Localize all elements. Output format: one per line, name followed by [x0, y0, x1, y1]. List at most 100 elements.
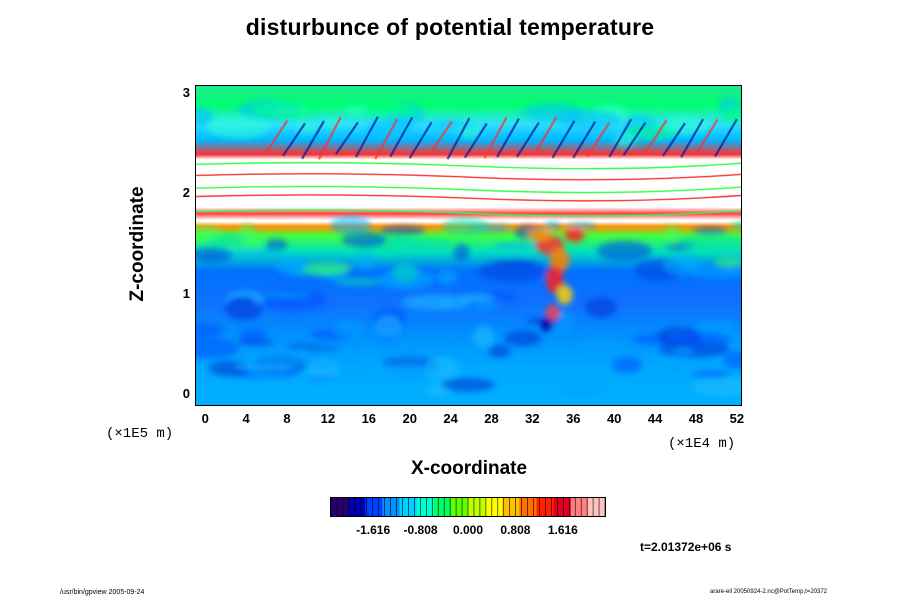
- field-blob: [424, 356, 460, 380]
- field-blob: [472, 325, 496, 348]
- wave-streak: [463, 122, 488, 159]
- field-blob: [390, 236, 452, 251]
- field-blob: [441, 217, 490, 237]
- colorbar-segment: [570, 498, 589, 516]
- field-blob: [379, 361, 440, 377]
- stratification-line: [196, 194, 741, 202]
- field-blob: [330, 215, 372, 235]
- wave-streak: [680, 118, 705, 158]
- footer-file: arare-ell 20050924-2.nc@PotTemp,t=20372: [710, 589, 827, 595]
- field-blob: [731, 220, 741, 231]
- field-blob: [238, 328, 268, 342]
- field-blob: [380, 225, 426, 236]
- field-blob: [196, 225, 222, 241]
- wave-streak: [608, 118, 633, 158]
- y-scale-label: (×1E5 m): [106, 426, 174, 442]
- stratification-line: [196, 173, 741, 181]
- field-blob: [440, 377, 495, 392]
- field-blob: [664, 115, 710, 135]
- field-blob: [504, 330, 542, 347]
- wave-streak: [622, 121, 647, 156]
- field-blob: [375, 315, 401, 338]
- field-blob: [578, 338, 624, 356]
- y-tick-label: 0: [182, 385, 190, 401]
- colorbar-segment: [365, 498, 383, 516]
- x-scale-label: (×1E4 m): [668, 436, 736, 452]
- wave-streak: [572, 121, 597, 159]
- field-blob: [610, 356, 643, 374]
- field-blob: [544, 220, 562, 231]
- field-blob: [398, 371, 425, 384]
- colorbar-tick-label: 0.808: [500, 523, 531, 537]
- colorbar-tick-label: 1.616: [547, 523, 578, 537]
- x-tick-label: 52: [729, 411, 745, 426]
- field-blob: [452, 345, 475, 356]
- field-blob: [252, 101, 315, 120]
- colorbar-segment: [348, 498, 366, 516]
- colorbar-segment: [519, 498, 537, 516]
- plume-blob: [540, 317, 553, 332]
- wave-streak: [374, 118, 399, 160]
- wave-streak: [354, 116, 379, 158]
- x-tick-label: 20: [402, 411, 417, 426]
- field-blob: [566, 221, 597, 231]
- field-blob: [714, 257, 741, 268]
- field-blob: [457, 293, 496, 303]
- x-tick-label: 8: [283, 411, 291, 426]
- colorbar-segment: [502, 498, 520, 516]
- x-tick-label: 32: [525, 411, 540, 426]
- field-blob: [596, 240, 652, 261]
- time-label: t=2.01372e+06 s: [640, 540, 732, 554]
- wave-streak: [496, 118, 520, 158]
- field-blob: [667, 332, 732, 347]
- potential-temperature-field: [196, 86, 741, 405]
- colorbar-tick-label: -1.616: [356, 523, 391, 537]
- chart-title: disturbunce of potential temperature: [245, 14, 655, 40]
- y-tick-label: 3: [182, 85, 190, 101]
- colorbar-gradient: [331, 498, 605, 516]
- colorbar-tick-label: 0.000: [452, 523, 484, 537]
- field-blob: [692, 370, 732, 379]
- field-blob: [664, 224, 681, 246]
- x-tick-label: 12: [320, 411, 336, 426]
- field-blob: [692, 226, 728, 235]
- stratification-line: [196, 161, 741, 170]
- field-blob: [400, 294, 472, 311]
- x-tick-label: 16: [361, 411, 377, 426]
- field-blob: [722, 105, 741, 126]
- field-blob: [492, 241, 544, 250]
- field-blob: [334, 277, 384, 286]
- wave-streak: [586, 122, 611, 158]
- field-blob: [301, 261, 353, 275]
- wave-streak: [551, 120, 576, 159]
- wave-streak: [533, 116, 558, 155]
- field-blob: [365, 119, 414, 139]
- field-blob: [392, 262, 418, 283]
- plot-area: [195, 85, 742, 406]
- wave-streak: [429, 120, 453, 155]
- wave-streak: [446, 117, 471, 160]
- colorbar-tick-label: -0.808: [403, 523, 438, 537]
- x-axis-label: X-coordinate: [410, 458, 528, 479]
- field-blob: [435, 269, 458, 285]
- x-tick-label: 0: [201, 411, 209, 426]
- field-blob: [680, 234, 741, 253]
- field-blob: [585, 297, 617, 318]
- field-blob: [663, 255, 700, 275]
- wave-streak: [317, 116, 342, 160]
- wave-streak: [282, 122, 306, 157]
- plume-blob: [549, 247, 570, 272]
- colorbar-segment: [485, 498, 503, 516]
- wave-streak: [515, 122, 540, 158]
- field-blob: [723, 351, 741, 370]
- plume-blob: [564, 228, 585, 243]
- colorbar-segment: [433, 498, 452, 516]
- footer-command: /usr/bin/gpview 2005-09-24: [60, 589, 145, 596]
- x-tick-label: 28: [484, 411, 499, 426]
- field-blob: [238, 223, 256, 243]
- field-blob: [207, 115, 271, 139]
- wave-streak: [335, 121, 359, 155]
- wave-streak: [483, 116, 508, 159]
- field-blob: [196, 246, 233, 263]
- colorbar-segment: [382, 498, 400, 516]
